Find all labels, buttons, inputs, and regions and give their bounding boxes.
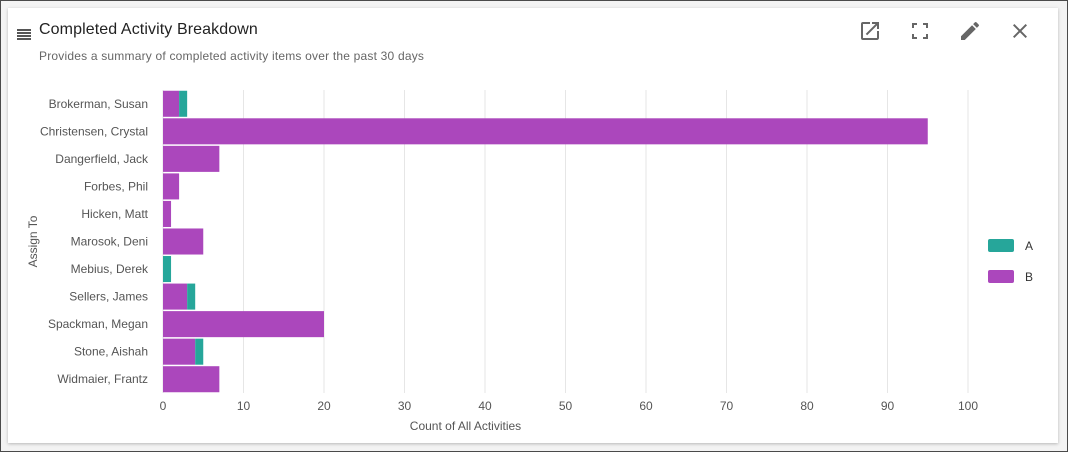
y-tick-label: Mebius, Derek bbox=[71, 262, 149, 276]
bar-b[interactable] bbox=[163, 118, 928, 145]
x-tick-label: 20 bbox=[317, 399, 331, 413]
x-tick-label: 70 bbox=[720, 399, 734, 413]
drag-menu-icon[interactable] bbox=[17, 29, 31, 40]
legend-swatch-b[interactable] bbox=[988, 270, 1014, 283]
bar-b[interactable] bbox=[163, 228, 204, 255]
bar-b[interactable] bbox=[163, 366, 220, 393]
close-icon[interactable] bbox=[1008, 19, 1032, 43]
bar-a[interactable] bbox=[187, 283, 196, 310]
y-tick-label: Spackman, Megan bbox=[48, 317, 148, 331]
x-tick-label: 0 bbox=[160, 399, 167, 413]
x-tick-label: 100 bbox=[958, 399, 978, 413]
bar-a[interactable] bbox=[163, 256, 172, 283]
y-tick-label: Marosok, Deni bbox=[71, 235, 148, 249]
page-subtitle: Provides a summary of completed activity… bbox=[39, 49, 425, 63]
y-tick-label: Widmaier, Frantz bbox=[57, 372, 148, 386]
x-tick-label: 90 bbox=[881, 399, 895, 413]
bar-b[interactable] bbox=[163, 200, 172, 227]
legend-label-b: B bbox=[1025, 270, 1033, 284]
bar-b[interactable] bbox=[163, 145, 220, 172]
y-tick-label: Brokerman, Susan bbox=[49, 97, 148, 111]
bar-b[interactable] bbox=[163, 338, 196, 365]
bar-b[interactable] bbox=[163, 173, 180, 200]
bar-a[interactable] bbox=[179, 90, 188, 117]
x-tick-label: 10 bbox=[237, 399, 251, 413]
x-tick-label: 30 bbox=[398, 399, 412, 413]
fullscreen-icon[interactable] bbox=[908, 19, 932, 43]
y-axis-title: Assign To bbox=[26, 215, 40, 267]
y-tick-label: Stone, Aishah bbox=[74, 345, 148, 359]
y-tick-label: Sellers, James bbox=[69, 290, 148, 304]
y-tick-label: Dangerfield, Jack bbox=[55, 152, 149, 166]
x-axis-title: Count of All Activities bbox=[410, 419, 521, 433]
edit-pencil-icon[interactable] bbox=[958, 19, 982, 43]
x-tick-label: 50 bbox=[559, 399, 573, 413]
x-tick-label: 40 bbox=[478, 399, 492, 413]
page-title: Completed Activity Breakdown bbox=[39, 21, 258, 38]
legend-label-a: A bbox=[1025, 239, 1033, 253]
bar-b[interactable] bbox=[163, 283, 188, 310]
x-tick-label: 60 bbox=[639, 399, 653, 413]
bar-a[interactable] bbox=[195, 338, 204, 365]
bar-b[interactable] bbox=[163, 90, 180, 117]
y-tick-label: Forbes, Phil bbox=[84, 179, 148, 193]
x-tick-label: 80 bbox=[800, 399, 814, 413]
y-tick-label: Hicken, Matt bbox=[81, 207, 148, 221]
y-tick-label: Christensen, Crystal bbox=[40, 124, 148, 138]
legend-swatch-a[interactable] bbox=[988, 239, 1014, 252]
open-in-new-icon[interactable] bbox=[858, 19, 882, 43]
bar-b[interactable] bbox=[163, 311, 324, 338]
